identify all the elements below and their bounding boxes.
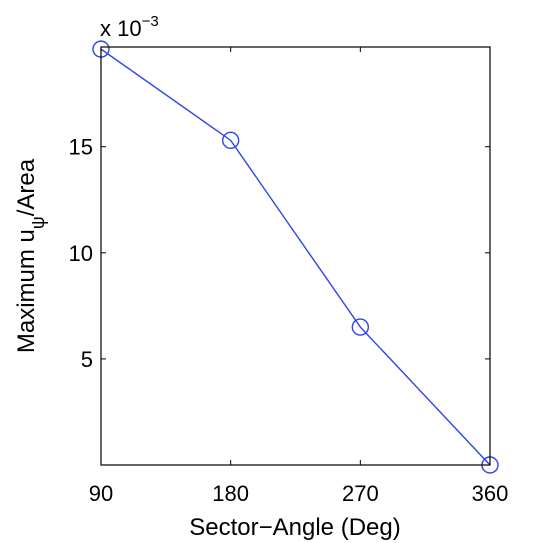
x-axis-label: Sector−Angle (Deg) <box>189 514 400 541</box>
y-axis-exponent-power: −3 <box>142 13 159 30</box>
x-tick-label: 270 <box>342 481 379 506</box>
y-axis-label-subscript: ψ <box>28 216 48 229</box>
y-axis-label: Maximum uψ/Area <box>13 158 48 353</box>
y-axis-exponent-base: x 10 <box>100 16 142 41</box>
data-point-marker <box>221 131 240 150</box>
y-axis-label-suffix: /Area <box>13 158 40 216</box>
y-tick-label: 5 <box>81 347 93 372</box>
y-axis-label-main: Maximum u <box>13 229 40 353</box>
data-point-marker <box>351 318 370 336</box>
y-axis-exponent: x 10−3 <box>100 13 159 41</box>
x-tick-label: 90 <box>89 481 113 506</box>
x-tick-label: 180 <box>212 481 249 506</box>
x-tick-label: 360 <box>472 481 509 506</box>
axis-ticks: 90 180 270 360 5 10 15 <box>69 47 509 506</box>
y-tick-label: 10 <box>69 241 93 266</box>
y-tick-label: 15 <box>69 135 93 160</box>
series-line <box>100 48 491 466</box>
plot-area-frame <box>100 46 491 466</box>
